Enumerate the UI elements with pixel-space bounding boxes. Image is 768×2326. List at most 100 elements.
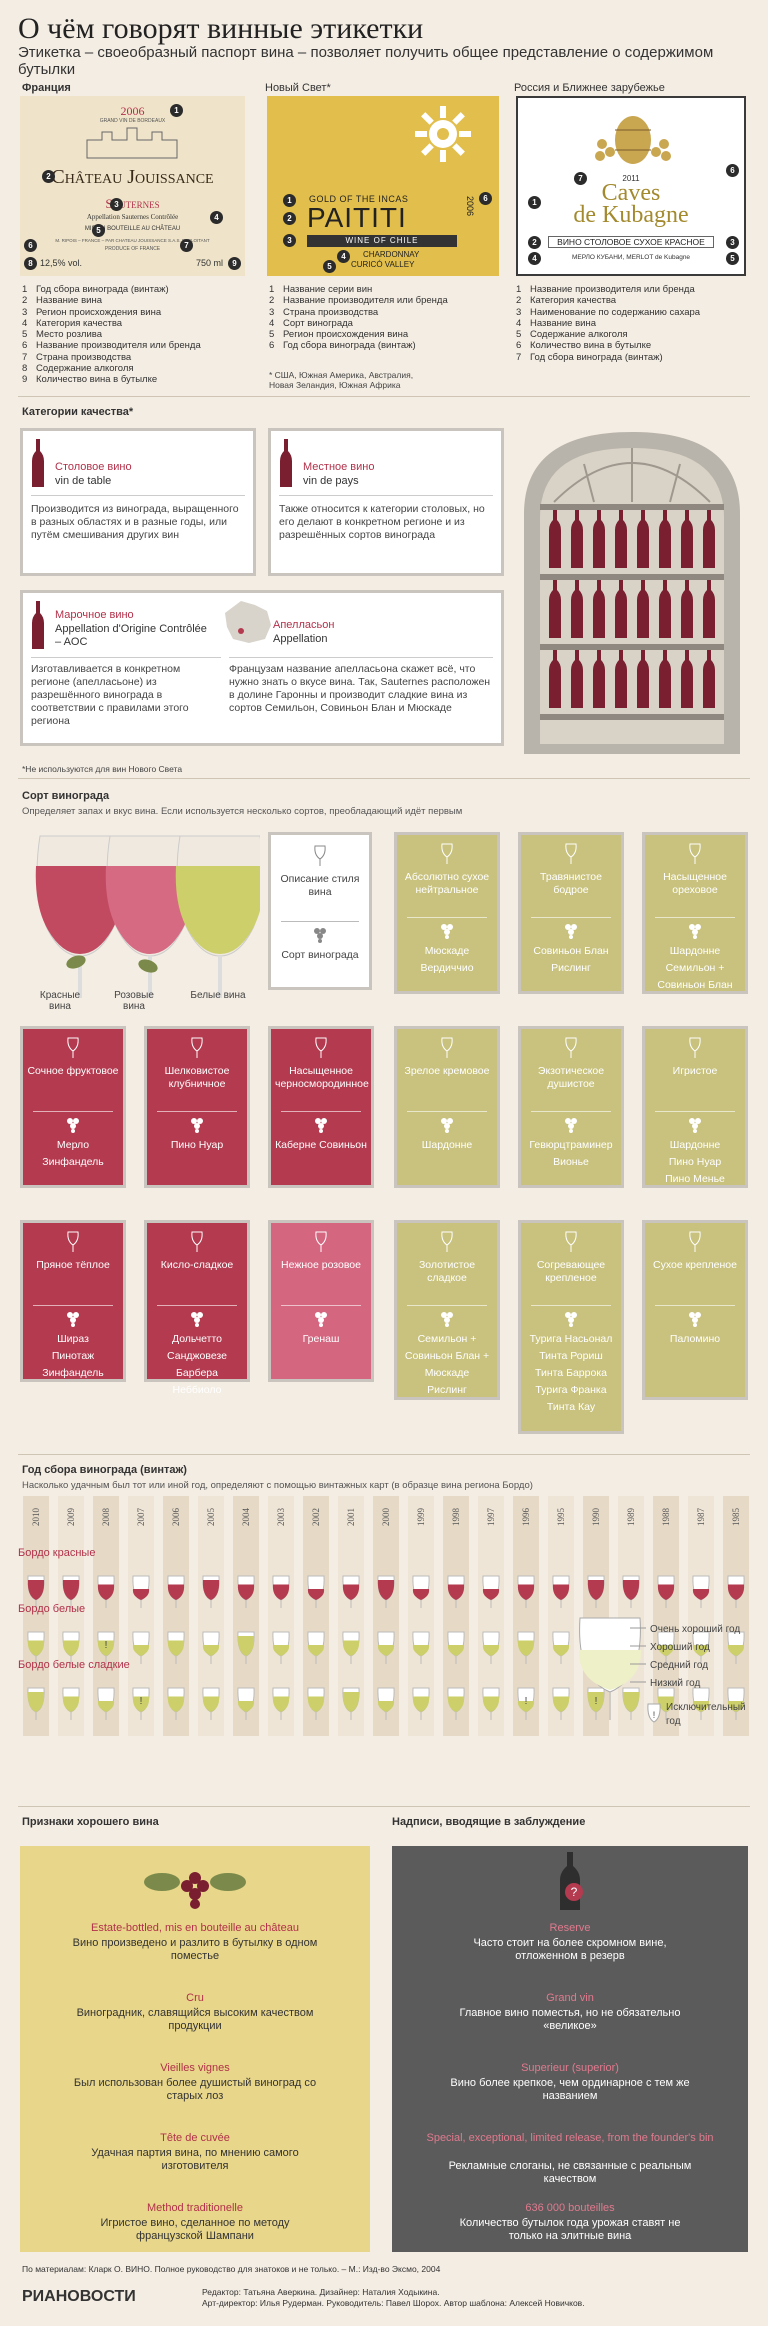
wine-style: Кисло-сладкое — [160, 1259, 234, 1271]
newworld-note: * США, Южная Америка, Австралия, Новая З… — [269, 370, 414, 390]
item-text: Часто стоит на более скромном вине, отло… — [473, 1937, 667, 1962]
france-small-top: GRAND VIN DE BORDEAUX — [99, 118, 166, 124]
vintage-level-mark — [167, 1584, 185, 1600]
bottle — [549, 650, 561, 708]
russia-heading: Россия и Ближнее зарубежье — [514, 82, 665, 94]
grape-varieties: Семильон + Совиньон Блан + Мюскаде Рисли… — [404, 1333, 490, 1396]
three-glasses-illustration — [35, 835, 260, 998]
item-heading: Tête de cuvée — [160, 2132, 230, 2144]
divider — [281, 921, 359, 922]
glass-icon — [564, 1231, 578, 1257]
divider — [33, 1305, 113, 1306]
newworld-grape: CHARDONNAY — [363, 250, 420, 259]
divider — [655, 1305, 735, 1306]
quality-note: *Не используются для вин Нового Света — [22, 764, 183, 774]
wine-style: Насыщенное черносмородинное — [275, 1065, 369, 1090]
divider — [281, 1305, 361, 1306]
vintage-level-mark — [97, 1584, 115, 1600]
divider — [157, 1305, 237, 1306]
grape-varieties: Шардонне — [421, 1139, 473, 1151]
divider — [18, 1454, 750, 1455]
vintage-level-mark — [412, 1645, 430, 1656]
grape-varieties: Шардонне Пино Нуар Пино Менье — [665, 1139, 725, 1185]
grape-icon — [313, 927, 327, 947]
divider — [655, 1111, 735, 1112]
quality-box-aoc: Марочное вино Appellation d'Origine Cont… — [20, 590, 504, 746]
year-label: 1987 — [696, 1508, 706, 1527]
item-heading: Cru — [186, 1992, 204, 2004]
glass-label-white: Белые вина — [190, 990, 246, 1001]
grape-varieties: Мерло Зинфандель — [42, 1139, 104, 1168]
vintage-level-mark — [132, 1696, 150, 1712]
marker-2: 2 — [283, 212, 296, 225]
item-text: Количество бутылок года урожая ставят не… — [459, 2217, 681, 2242]
item-text: Виноградник, славящийся высоким качество… — [76, 2007, 314, 2032]
vintage-row-label: Бордо белые — [18, 1603, 85, 1615]
list-item: 3 Регион происхождения вина — [22, 306, 162, 318]
vintage-level-mark — [622, 1580, 640, 1600]
year-label: 1990 — [591, 1508, 601, 1527]
divider — [18, 396, 750, 397]
marker-2: 2 — [42, 170, 55, 183]
france-bottled: MIS EN BOUTEILLE AU CHÂTEAU — [84, 226, 181, 232]
wine-style: Зрелое кремовое — [404, 1065, 490, 1077]
grape-icon — [688, 923, 702, 943]
marker-4: 4 — [210, 211, 223, 224]
year-label: 1988 — [661, 1508, 671, 1527]
bottle — [593, 510, 605, 568]
grapes-subtitle: Определяет запах и вкус вина. Если испол… — [22, 806, 463, 817]
grape-card: Насыщенное ореховое Шардонне Семильон + С… — [642, 832, 748, 994]
russia-bottom: МЕРЛО КУБАНИ, MERLOT de Kubagne — [571, 254, 691, 261]
grape-icon — [314, 1311, 328, 1331]
wine-style: Пряное тёплое — [36, 1259, 110, 1271]
france-region: Sauternes — [105, 196, 160, 211]
bottle-icon — [280, 439, 292, 487]
vintage-level-mark — [412, 1696, 430, 1712]
russia-name2: de Kubagne — [573, 202, 689, 228]
vintage-level-mark — [552, 1645, 570, 1656]
vintage-level-mark — [412, 1589, 430, 1600]
misleading-heading: Надписи, вводящие в заблуждение — [392, 1816, 586, 1828]
vintage-level-mark — [342, 1640, 360, 1656]
grape-card: Шелковистое клубничное Пино Нуар — [144, 1026, 250, 1188]
wine-style: Шелковистое клубничное — [164, 1065, 230, 1090]
year-label: 1985 — [731, 1508, 741, 1527]
france-name: Château Jouissance — [51, 166, 214, 188]
divider — [33, 1111, 113, 1112]
glass-icon — [440, 843, 454, 869]
france-producer: M. RIPOIS – FRANCE – PAR CHATEAU JOUISSA… — [55, 238, 210, 243]
list-item: 1 Год сбора винограда (винтаж) — [22, 284, 169, 295]
vintage-level-mark — [27, 1640, 45, 1656]
vintage-level-mark — [27, 1692, 45, 1712]
france-heading: Франция — [22, 82, 71, 94]
list-item: 1 Название производителя или бренда — [516, 284, 695, 295]
good-panel: Estate-bottled, mis en bouteille au chât… — [20, 1846, 370, 2252]
bottle — [615, 510, 627, 568]
glass-icon — [313, 845, 327, 871]
vintage-level-mark — [272, 1645, 290, 1656]
glass-label-rose: Розовые вина — [114, 990, 154, 1012]
legend-label: Низкий год — [650, 1678, 700, 1689]
bottle-icon — [32, 439, 44, 487]
wine-style: Сухое крепленое — [653, 1259, 737, 1271]
divider — [407, 1111, 487, 1112]
grape-card: Сочное фруктовое Мерло Зинфандель — [20, 1026, 126, 1188]
vintage-level-mark — [97, 1640, 115, 1656]
list-item: 3 Страна производства — [269, 306, 379, 318]
grape-icon — [564, 1117, 578, 1137]
vintage-level-mark — [202, 1580, 220, 1600]
marker-3: 3 — [283, 234, 296, 247]
bottle — [549, 510, 561, 568]
list-item: 4 Категория качества — [22, 317, 123, 329]
vintage-level-mark — [307, 1696, 325, 1712]
box-title: Столовое вино — [55, 461, 132, 473]
list-item: 8 Содержание алкоголя — [22, 363, 134, 375]
bottle — [681, 510, 693, 568]
box-text: Изготавливается в конкретном регионе (ап… — [31, 663, 189, 727]
vintage-level-mark — [447, 1696, 465, 1712]
grape-icon — [688, 1117, 702, 1137]
wine-style: Согревающее крепленое — [536, 1259, 606, 1284]
vintage-level-mark — [377, 1701, 395, 1712]
divider — [18, 1806, 750, 1807]
item-text: Рекламные слоганы, не связанные с реальн… — [448, 2160, 692, 2185]
